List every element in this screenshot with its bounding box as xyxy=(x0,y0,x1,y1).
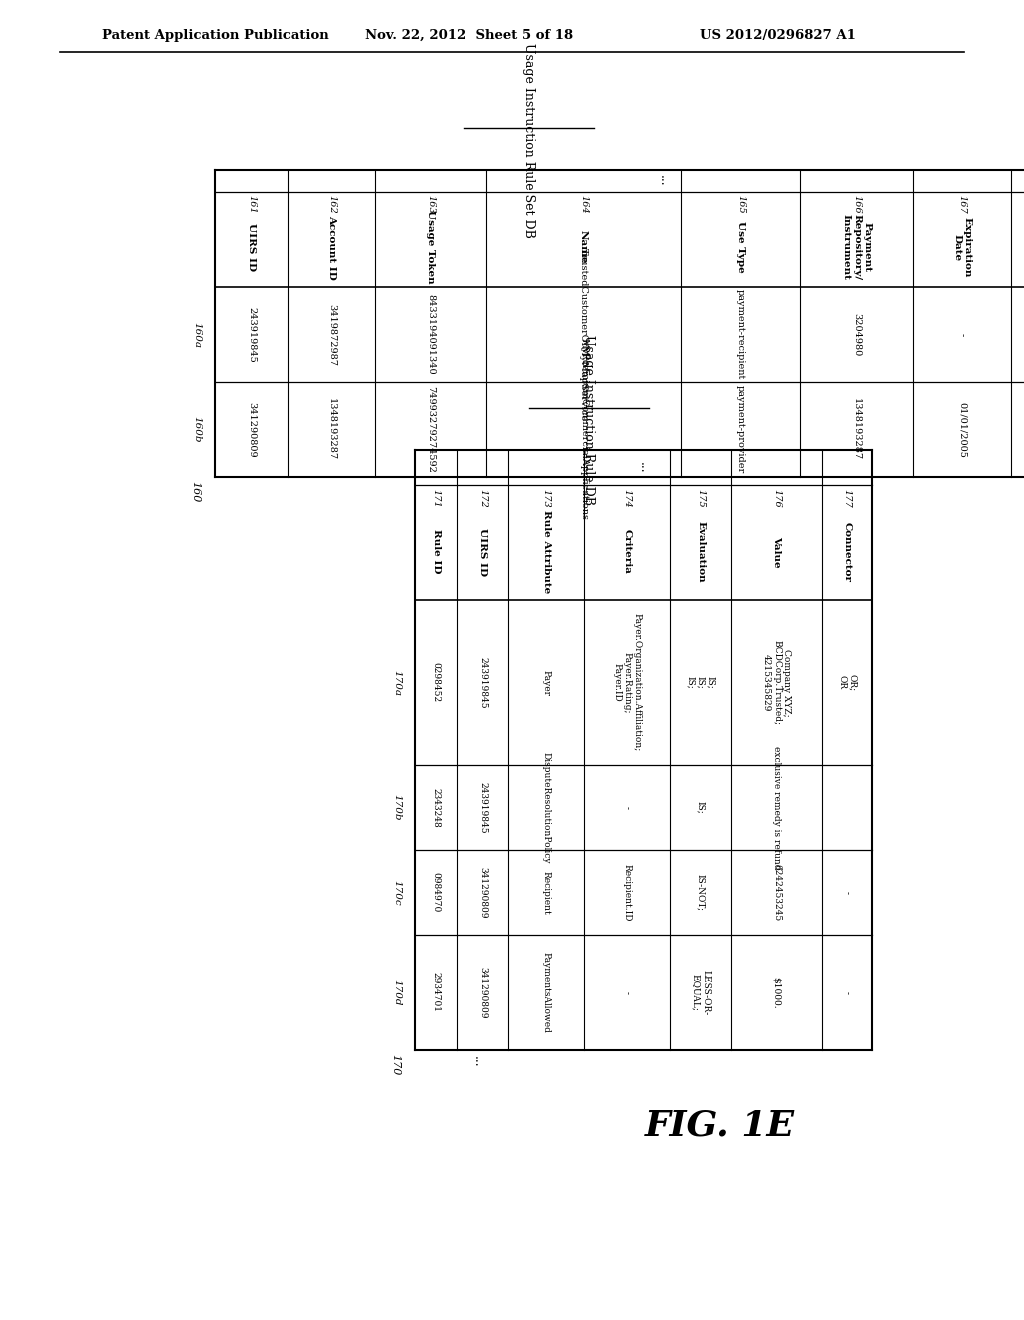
Text: Use Type: Use Type xyxy=(736,222,745,273)
Text: $1000.: $1000. xyxy=(772,977,781,1008)
Text: 1348193287: 1348193287 xyxy=(327,399,336,461)
Text: payment-provider: payment-provider xyxy=(736,385,745,474)
Text: TrustedCustomerOfMyMapService: TrustedCustomerOfMyMapService xyxy=(579,248,588,421)
Text: 243919845: 243919845 xyxy=(247,306,256,363)
Text: 171: 171 xyxy=(431,488,440,507)
Text: -: - xyxy=(623,807,632,809)
Text: 172: 172 xyxy=(478,488,487,507)
Text: 165: 165 xyxy=(736,194,745,214)
Text: Name: Name xyxy=(579,230,588,264)
Text: UIRS ID: UIRS ID xyxy=(478,528,487,576)
Text: 243919845: 243919845 xyxy=(478,781,487,833)
Text: 160b: 160b xyxy=(193,416,202,442)
Text: 1348193287: 1348193287 xyxy=(852,399,861,461)
Text: 341290809: 341290809 xyxy=(247,401,256,457)
Text: Rule Attribute: Rule Attribute xyxy=(542,510,551,593)
Text: Recipient: Recipient xyxy=(542,871,551,915)
Text: 0298452: 0298452 xyxy=(431,663,440,702)
Text: LESS-OR-
EQUAL;: LESS-OR- EQUAL; xyxy=(691,970,711,1015)
Text: 163: 163 xyxy=(426,194,435,214)
Text: UIRS ID: UIRS ID xyxy=(247,223,256,271)
Text: Payer.Organization.Affiliation;
Payer.Rating;
Payer.ID: Payer.Organization.Affiliation; Payer.Ra… xyxy=(612,614,642,751)
Text: 2343248: 2343248 xyxy=(431,788,440,828)
Text: 175: 175 xyxy=(696,488,705,507)
Text: Usage Instruction Rule Set DB: Usage Instruction Rule Set DB xyxy=(522,42,536,238)
Text: Expiration
Date: Expiration Date xyxy=(952,216,972,277)
Text: 174: 174 xyxy=(623,488,632,507)
Text: 170b: 170b xyxy=(392,795,401,821)
Text: 160: 160 xyxy=(190,482,200,503)
Text: 167: 167 xyxy=(957,194,967,214)
Text: 173: 173 xyxy=(542,488,551,507)
Text: 0984970: 0984970 xyxy=(431,873,440,912)
Text: 177: 177 xyxy=(843,488,852,507)
Text: Rule ID: Rule ID xyxy=(431,529,440,574)
Text: 3419872987: 3419872987 xyxy=(327,304,336,366)
Text: -: - xyxy=(623,991,632,994)
Text: 8433194091340: 8433194091340 xyxy=(426,294,435,375)
Text: FIG. 1E: FIG. 1E xyxy=(645,1107,795,1142)
Text: 170d: 170d xyxy=(392,979,401,1006)
Text: 166: 166 xyxy=(852,194,861,214)
Text: 170a: 170a xyxy=(392,669,401,696)
Text: 341290809: 341290809 xyxy=(478,966,487,1018)
Text: 243919845: 243919845 xyxy=(478,656,487,709)
Text: DisputeResolutionPolicy: DisputeResolutionPolicy xyxy=(542,752,551,863)
Text: 6242453245: 6242453245 xyxy=(772,863,781,921)
Text: MyPremiumCommercialApplications: MyPremiumCommercialApplications xyxy=(579,338,588,520)
Text: 170c: 170c xyxy=(392,879,401,906)
Text: Company XYZ;
BCDCorp.Trusted;
4215345829: Company XYZ; BCDCorp.Trusted; 4215345829 xyxy=(762,640,792,725)
Text: -: - xyxy=(843,991,852,994)
Text: IS-NOT;: IS-NOT; xyxy=(696,874,705,911)
Text: ...: ... xyxy=(637,462,650,474)
Text: 161: 161 xyxy=(247,194,256,214)
Text: Patent Application Publication: Patent Application Publication xyxy=(102,29,329,41)
Text: 170: 170 xyxy=(390,1055,400,1076)
Text: OR;
OR: OR; OR xyxy=(838,675,857,692)
Text: IS;
IS;
IS;: IS; IS; IS; xyxy=(686,676,716,689)
Text: 01/01/2005: 01/01/2005 xyxy=(957,401,967,458)
Text: 341290809: 341290809 xyxy=(478,867,487,919)
Text: 160a: 160a xyxy=(193,322,202,347)
Text: -: - xyxy=(843,891,852,894)
Text: Criteria: Criteria xyxy=(623,529,632,574)
Text: Nov. 22, 2012  Sheet 5 of 18: Nov. 22, 2012 Sheet 5 of 18 xyxy=(365,29,573,41)
Text: US 2012/0296827 A1: US 2012/0296827 A1 xyxy=(700,29,856,41)
Text: 3204980: 3204980 xyxy=(852,313,861,356)
Text: Usage Token: Usage Token xyxy=(426,210,435,284)
Text: IS;: IS; xyxy=(696,801,705,814)
Text: exclusive remedy is refund: exclusive remedy is refund xyxy=(772,746,781,870)
Text: 74993279274592: 74993279274592 xyxy=(426,385,435,473)
Text: Usage Instruction Rule DB: Usage Instruction Rule DB xyxy=(583,335,595,506)
Text: ...: ... xyxy=(470,1056,483,1068)
Text: Value: Value xyxy=(772,536,781,568)
Text: payment-recipient: payment-recipient xyxy=(736,289,745,380)
Text: 2934701: 2934701 xyxy=(431,973,440,1012)
Text: -: - xyxy=(957,333,967,337)
Text: PaymentsAllowed: PaymentsAllowed xyxy=(542,952,551,1034)
Text: 162: 162 xyxy=(327,194,336,214)
Text: Account ID: Account ID xyxy=(327,215,336,280)
Text: 164: 164 xyxy=(579,194,588,214)
Text: ...: ... xyxy=(657,176,670,187)
Text: Recipient.ID: Recipient.ID xyxy=(623,863,632,921)
Text: Evaluation: Evaluation xyxy=(696,521,705,582)
Text: 176: 176 xyxy=(772,488,781,507)
Text: Connector: Connector xyxy=(843,521,852,582)
Text: Payment
Repository/
Instrument: Payment Repository/ Instrument xyxy=(842,214,871,280)
Text: Payer: Payer xyxy=(542,669,551,696)
